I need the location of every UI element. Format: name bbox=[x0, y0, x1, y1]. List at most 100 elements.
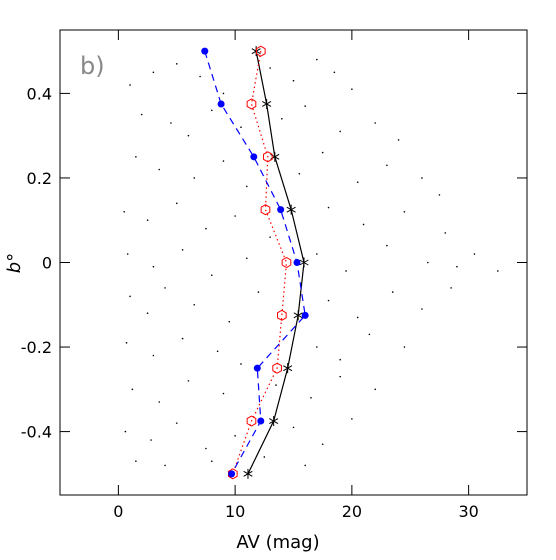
scatter-dot bbox=[140, 113, 143, 116]
scatter-dot bbox=[228, 320, 231, 323]
scatter-dot bbox=[351, 88, 353, 90]
point-marker bbox=[281, 256, 292, 269]
point-marker bbox=[260, 204, 271, 216]
scatter-dot bbox=[175, 63, 178, 65]
scatter-dot bbox=[152, 354, 155, 357]
scatter-dot bbox=[386, 244, 388, 247]
scatter-dot bbox=[146, 219, 149, 222]
scatter-dot bbox=[146, 312, 149, 315]
point-marker bbox=[246, 98, 257, 110]
point-marker bbox=[299, 257, 309, 268]
point-marker bbox=[293, 259, 301, 266]
scatter-dot bbox=[339, 130, 342, 133]
scatter-dot bbox=[304, 105, 306, 107]
scatter-dot bbox=[222, 392, 225, 395]
point-marker bbox=[227, 468, 238, 480]
point-marker bbox=[276, 309, 287, 321]
scatter-dot bbox=[210, 460, 213, 462]
point-marker bbox=[201, 47, 209, 55]
scatter-dot bbox=[210, 109, 213, 112]
point-marker bbox=[255, 45, 266, 57]
scatter-dot bbox=[257, 291, 260, 293]
scatter-dot bbox=[152, 71, 155, 74]
scatter-dot bbox=[327, 299, 330, 302]
scatter-dot bbox=[321, 443, 324, 446]
scatter-dot bbox=[421, 177, 423, 179]
scatter-dot bbox=[234, 435, 236, 437]
scatter-dot bbox=[391, 291, 394, 293]
point-marker bbox=[250, 153, 258, 161]
scatter-dot bbox=[216, 350, 219, 353]
scatter-dot bbox=[240, 363, 242, 365]
scatter-dot bbox=[124, 430, 127, 433]
point-marker bbox=[286, 204, 296, 215]
scatter-dot bbox=[135, 460, 137, 462]
scatter-dot bbox=[246, 185, 248, 188]
scatter-dot bbox=[333, 71, 336, 74]
scatter-dot bbox=[351, 418, 353, 420]
scatter-dot bbox=[403, 346, 406, 348]
point-marker bbox=[217, 100, 225, 108]
scatter-dot bbox=[123, 210, 126, 213]
scatter-dot bbox=[292, 426, 295, 429]
scatter-dot bbox=[129, 84, 131, 86]
scatter-dot bbox=[263, 456, 266, 458]
scatter-dot bbox=[158, 401, 161, 403]
panel-label: b) bbox=[80, 52, 105, 80]
scatter-dot bbox=[438, 194, 441, 196]
y-axis-label: b° bbox=[4, 253, 25, 273]
point-marker bbox=[253, 364, 261, 372]
scatter-dot bbox=[199, 75, 201, 78]
scatter-dot bbox=[158, 168, 161, 171]
scatter-dot bbox=[497, 270, 499, 272]
point-marker bbox=[293, 310, 303, 321]
y-tick-label: -0.4 bbox=[21, 423, 52, 442]
scatter-dot bbox=[175, 202, 178, 205]
scatter-dot bbox=[304, 464, 306, 467]
x-tick-label: 10 bbox=[225, 502, 245, 521]
scatter-dot bbox=[234, 215, 236, 217]
scatter-dot bbox=[126, 253, 129, 255]
scatter-dot bbox=[222, 92, 225, 95]
point-marker bbox=[228, 470, 236, 478]
scatter-dot bbox=[397, 139, 400, 141]
scatter-dot bbox=[129, 295, 131, 298]
scatter-dot bbox=[205, 447, 207, 450]
scatter-dot bbox=[339, 375, 342, 378]
scatter-dot bbox=[181, 337, 184, 340]
scatter-dot bbox=[193, 303, 196, 306]
scatter-dot bbox=[131, 388, 134, 391]
scatter-dot bbox=[321, 151, 324, 154]
scatter-dot bbox=[421, 308, 423, 310]
scatter-dot bbox=[275, 384, 277, 386]
scatter-dot bbox=[386, 164, 388, 167]
scatter-dot bbox=[310, 396, 312, 399]
scatter-dot bbox=[356, 316, 359, 319]
scatter-dot bbox=[240, 126, 242, 129]
scatter-dot bbox=[187, 134, 190, 137]
scatter-dot bbox=[426, 261, 429, 264]
point-marker bbox=[262, 98, 272, 109]
scatter-dot bbox=[175, 422, 178, 424]
scatter-dot bbox=[356, 181, 359, 183]
scatter-dot bbox=[281, 117, 283, 120]
y-tick-label: 0.2 bbox=[27, 169, 52, 188]
scatter-dot bbox=[403, 210, 406, 213]
scatter-dot bbox=[450, 287, 452, 289]
scatter-dot bbox=[298, 172, 301, 175]
point-marker bbox=[269, 416, 279, 427]
point-marker bbox=[262, 151, 273, 163]
scatter-dot bbox=[222, 160, 225, 162]
scatter-dot bbox=[339, 358, 342, 361]
point-marker bbox=[283, 363, 293, 374]
point-marker bbox=[246, 415, 257, 427]
series-line bbox=[204, 50, 306, 475]
scatter-dot bbox=[444, 232, 447, 234]
scatter-dot bbox=[135, 156, 137, 158]
scatter-dot bbox=[362, 223, 365, 226]
point-marker bbox=[243, 468, 253, 479]
x-tick-label: 20 bbox=[342, 502, 362, 521]
scatter-dot bbox=[125, 342, 128, 344]
scatter-dot bbox=[316, 58, 318, 61]
